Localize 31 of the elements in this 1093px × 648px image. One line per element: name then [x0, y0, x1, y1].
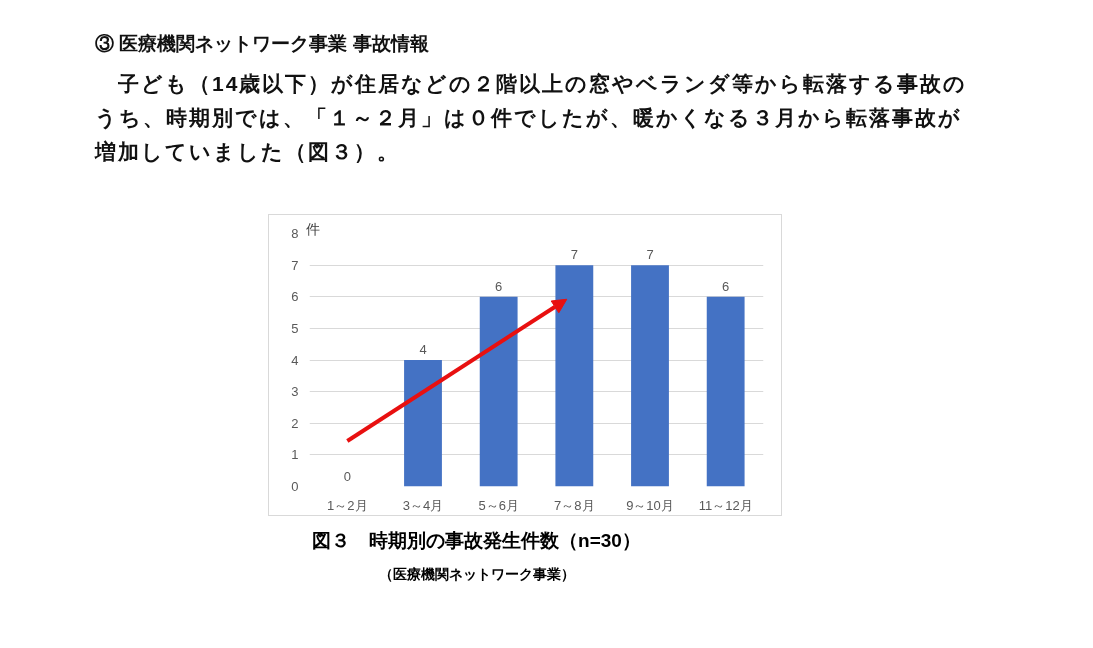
- y-tick-label: 7: [291, 257, 299, 273]
- x-tick-label: 9～10月: [626, 497, 674, 513]
- text: ③ 医療機関ネットワーク事業 事故情報: [95, 32, 429, 56]
- bar: [706, 296, 745, 487]
- bar: [555, 265, 594, 487]
- data-label: 7: [570, 247, 578, 263]
- bar: [479, 296, 518, 487]
- x-tick-label: 11～12月: [698, 497, 753, 513]
- text: （医療機関ネットワーク事業）: [378, 565, 575, 585]
- y-tick-label: 0: [291, 479, 299, 495]
- data-label: 6: [495, 278, 503, 294]
- x-tick-label: 5～6月: [478, 497, 519, 513]
- y-tick-label: 2: [291, 415, 299, 431]
- x-tick-label: 3～4月: [402, 497, 444, 513]
- text: 子ども（14歳以下）が住居などの２階以上の窓やベランダ等から転落する事故のうち、時期別では、「１～２月」は０件でしたが、暖かくなる３月から転落事故が増加していました（図３）。: [95, 71, 969, 166]
- data-label: 0: [343, 468, 351, 484]
- y-tick-label: 1: [291, 447, 299, 463]
- x-tick-label: 7～8月: [554, 497, 595, 513]
- data-label: 7: [646, 247, 654, 263]
- bar: [631, 265, 669, 487]
- bar: [404, 360, 442, 487]
- data-label: 4: [419, 342, 427, 358]
- y-tick-label: 4: [291, 352, 299, 368]
- y-tick-label: 6: [291, 289, 299, 305]
- y-tick-label: 3: [291, 384, 299, 400]
- data-label: 6: [722, 278, 730, 294]
- y-axis-title: 件: [305, 220, 320, 237]
- y-tick-label: 5: [291, 321, 299, 337]
- x-tick-label: 1～2月: [327, 497, 368, 513]
- y-tick-label: 8: [291, 226, 299, 242]
- text: 図３ 時期別の事故発生件数（n=30）: [312, 529, 641, 554]
